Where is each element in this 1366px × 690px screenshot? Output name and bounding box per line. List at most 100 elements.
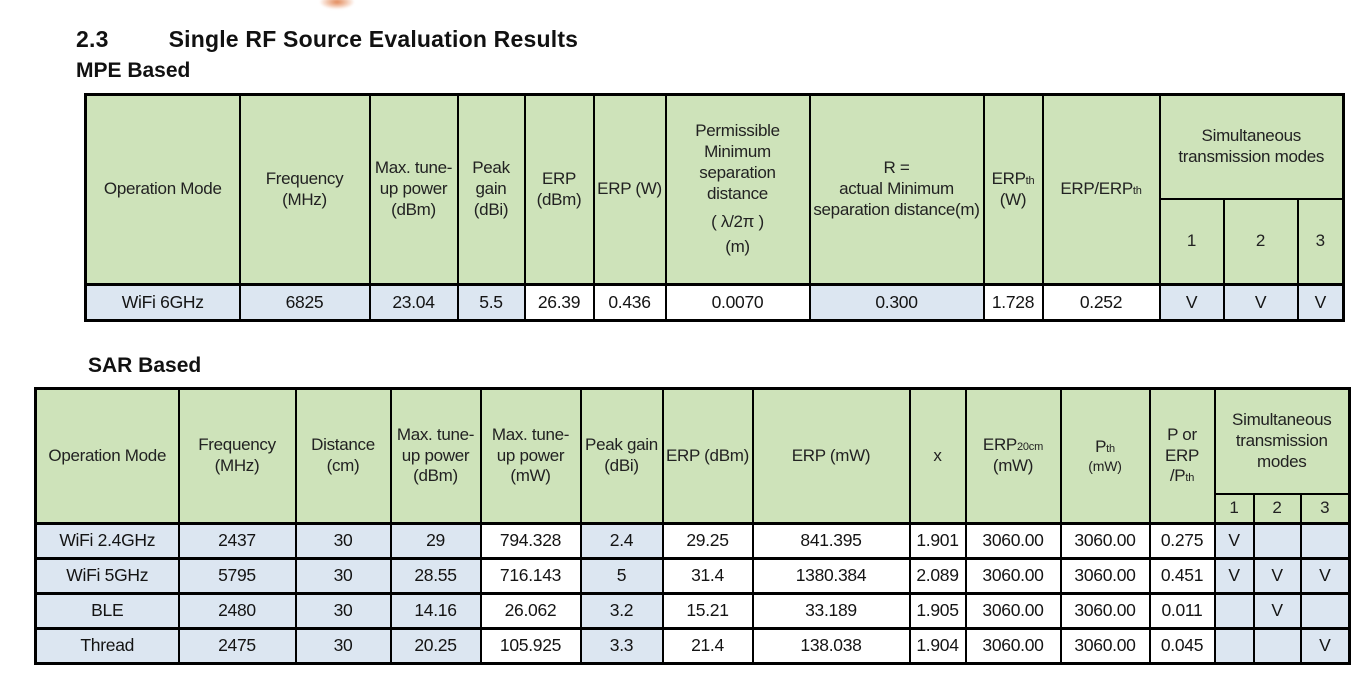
- section-title: Single RF Source Evaluation Results: [168, 26, 579, 52]
- sar-header-erp20cm: ERP20cm (mW): [964, 387, 1062, 525]
- sar-cell-frequency: 2475: [177, 627, 297, 665]
- mpe-table: Operation Mode Frequency (MHz) Max. tune…: [84, 93, 1345, 322]
- sar-cell-mode-1: [1213, 627, 1255, 665]
- mpe-cell-max-tuneup-dbm: 23.04: [368, 283, 459, 322]
- sar-header-distance: Distance (cm): [294, 387, 392, 525]
- sar-cell-erp-mw: 138.038: [751, 627, 911, 665]
- sar-header-erp-mw: ERP (mW): [751, 387, 911, 525]
- mpe-header-erp-dbm: ERP (dBm): [523, 93, 595, 286]
- sar-cell-erp20cm: 3060.00: [964, 592, 1062, 630]
- mpe-cell-peak-gain: 5.5: [456, 283, 526, 322]
- sar-cell-mode-2: [1252, 522, 1302, 560]
- sar-cell-mode-2: V: [1252, 592, 1302, 630]
- sar-cell-x: 1.901: [908, 522, 967, 560]
- sar-cell-mode-3: [1299, 522, 1351, 560]
- sar-cell-p-over-pth: 0.011: [1148, 592, 1216, 630]
- sar-header-simultaneous-modes: Simultaneous transmission modes: [1213, 387, 1351, 495]
- sar-cell-operation-mode: Thread: [34, 627, 180, 665]
- sar-cell-p-over-pth: 0.451: [1148, 557, 1216, 595]
- sar-header-mode-2: 2: [1252, 492, 1302, 525]
- sar-header-erp-dbm: ERP (dBm): [661, 387, 754, 525]
- section-number: 2.3: [76, 26, 109, 52]
- sar-cell-distance: 30: [294, 627, 392, 665]
- sar-header-mode-3: 3: [1299, 492, 1351, 525]
- sar-cell-erp-dbm: 21.4: [661, 627, 754, 665]
- sar-cell-mode-2: [1252, 627, 1302, 665]
- sar-data-row-thread: Thread 2475 30 20.25 105.925 3.3 21.4 13…: [34, 627, 1351, 665]
- sar-cell-peak-gain: 5: [579, 557, 664, 595]
- mpe-header-actual-distance: R = actual Minimum separation distance(m…: [808, 93, 985, 286]
- sar-cell-erp-dbm: 29.25: [661, 522, 754, 560]
- sar-cell-peak-gain: 3.2: [579, 592, 664, 630]
- scan-artifact-smudge: [320, 0, 354, 9]
- sar-cell-max-tuneup-dbm: 29: [389, 522, 482, 560]
- sar-cell-distance: 30: [294, 522, 392, 560]
- mpe-cell-operation-mode: WiFi 6GHz: [84, 283, 241, 322]
- sar-cell-max-tuneup-mw: 26.062: [479, 592, 582, 630]
- sar-cell-erp20cm: 3060.00: [964, 557, 1062, 595]
- sar-header-p-or-erp-over-pth: P or ERP /Pth: [1148, 387, 1216, 525]
- mpe-cell-erp-w: 0.436: [592, 283, 667, 322]
- sar-cell-pth: 3060.00: [1059, 627, 1151, 665]
- sar-cell-pth: 3060.00: [1059, 592, 1151, 630]
- sar-cell-frequency: 5795: [177, 557, 297, 595]
- mpe-header-erp-over-erpth: ERP/ERPth: [1041, 93, 1161, 286]
- sar-cell-mode-1: V: [1213, 522, 1255, 560]
- sar-header-mode-1: 1: [1213, 492, 1255, 525]
- mpe-header-mode-1: 1: [1158, 197, 1225, 286]
- sar-cell-mode-2: V: [1252, 557, 1302, 595]
- sar-cell-mode-1: V: [1213, 557, 1255, 595]
- sar-table-label: SAR Based: [88, 354, 202, 377]
- sar-cell-mode-3: [1299, 592, 1351, 630]
- sar-cell-max-tuneup-dbm: 28.55: [389, 557, 482, 595]
- mpe-header-peak-gain: Peak gain (dBi): [456, 93, 526, 286]
- mpe-header-frequency: Frequency (MHz): [238, 93, 371, 286]
- sar-cell-pth: 3060.00: [1059, 522, 1151, 560]
- sar-header-operation-mode: Operation Mode: [34, 387, 180, 525]
- sar-cell-peak-gain: 3.3: [579, 627, 664, 665]
- sar-cell-mode-3: V: [1299, 627, 1351, 665]
- sar-cell-max-tuneup-mw: 794.328: [479, 522, 582, 560]
- mpe-header-mode-2: 2: [1222, 197, 1299, 286]
- sar-cell-distance: 30: [294, 557, 392, 595]
- sar-cell-mode-1: [1213, 592, 1255, 630]
- sar-header-frequency: Frequency (MHz): [177, 387, 297, 525]
- sar-cell-operation-mode: BLE: [34, 592, 180, 630]
- mpe-cell-mode-3: V: [1296, 283, 1345, 322]
- sar-cell-max-tuneup-mw: 105.925: [479, 627, 582, 665]
- mpe-cell-erpth: 1.728: [982, 283, 1044, 322]
- mpe-cell-actual-distance: 0.300: [808, 283, 985, 322]
- sar-cell-x: 1.904: [908, 627, 967, 665]
- sar-cell-erp20cm: 3060.00: [964, 522, 1062, 560]
- mpe-cell-permissible-distance: 0.0070: [664, 283, 811, 322]
- sar-cell-erp-dbm: 31.4: [661, 557, 754, 595]
- sar-cell-max-tuneup-dbm: 14.16: [389, 592, 482, 630]
- mpe-table-label: MPE Based: [76, 59, 191, 82]
- mpe-header-erp-w: ERP (W): [592, 93, 667, 286]
- sar-cell-erp-mw: 1380.384: [751, 557, 911, 595]
- sar-data-row-wifi24: WiFi 2.4GHz 2437 30 29 794.328 2.4 29.25…: [34, 522, 1351, 560]
- sar-cell-operation-mode: WiFi 2.4GHz: [34, 522, 180, 560]
- mpe-header-simultaneous-modes: Simultaneous transmission modes: [1158, 93, 1345, 200]
- sar-cell-mode-3: V: [1299, 557, 1351, 595]
- mpe-header-max-tuneup-dbm: Max. tune-up power (dBm): [368, 93, 459, 286]
- sar-header-max-tuneup-mw: Max. tune-up power (mW): [479, 387, 582, 525]
- sar-cell-frequency: 2480: [177, 592, 297, 630]
- sar-cell-erp-dbm: 15.21: [661, 592, 754, 630]
- sar-data-row-wifi5: WiFi 5GHz 5795 30 28.55 716.143 5 31.4 1…: [34, 557, 1351, 595]
- sar-cell-x: 1.905: [908, 592, 967, 630]
- sar-cell-erp-mw: 33.189: [751, 592, 911, 630]
- mpe-cell-erp-dbm: 26.39: [523, 283, 595, 322]
- sar-header-max-tuneup-dbm: Max. tune-up power (dBm): [389, 387, 482, 525]
- mpe-data-row: WiFi 6GHz 6825 23.04 5.5 26.39 0.436 0.0…: [84, 283, 1345, 322]
- sar-cell-frequency: 2437: [177, 522, 297, 560]
- sar-cell-erp20cm: 3060.00: [964, 627, 1062, 665]
- sar-cell-erp-mw: 841.395: [751, 522, 911, 560]
- sar-cell-max-tuneup-dbm: 20.25: [389, 627, 482, 665]
- section-heading: 2.3 Single RF Source Evaluation Results: [76, 26, 578, 53]
- sar-cell-p-over-pth: 0.275: [1148, 522, 1216, 560]
- sar-header-pth: Pth (mW): [1059, 387, 1151, 525]
- mpe-header-erpth: ERPth (W): [982, 93, 1044, 286]
- mpe-cell-frequency: 6825: [238, 283, 371, 322]
- sar-data-row-ble: BLE 2480 30 14.16 26.062 3.2 15.21 33.18…: [34, 592, 1351, 630]
